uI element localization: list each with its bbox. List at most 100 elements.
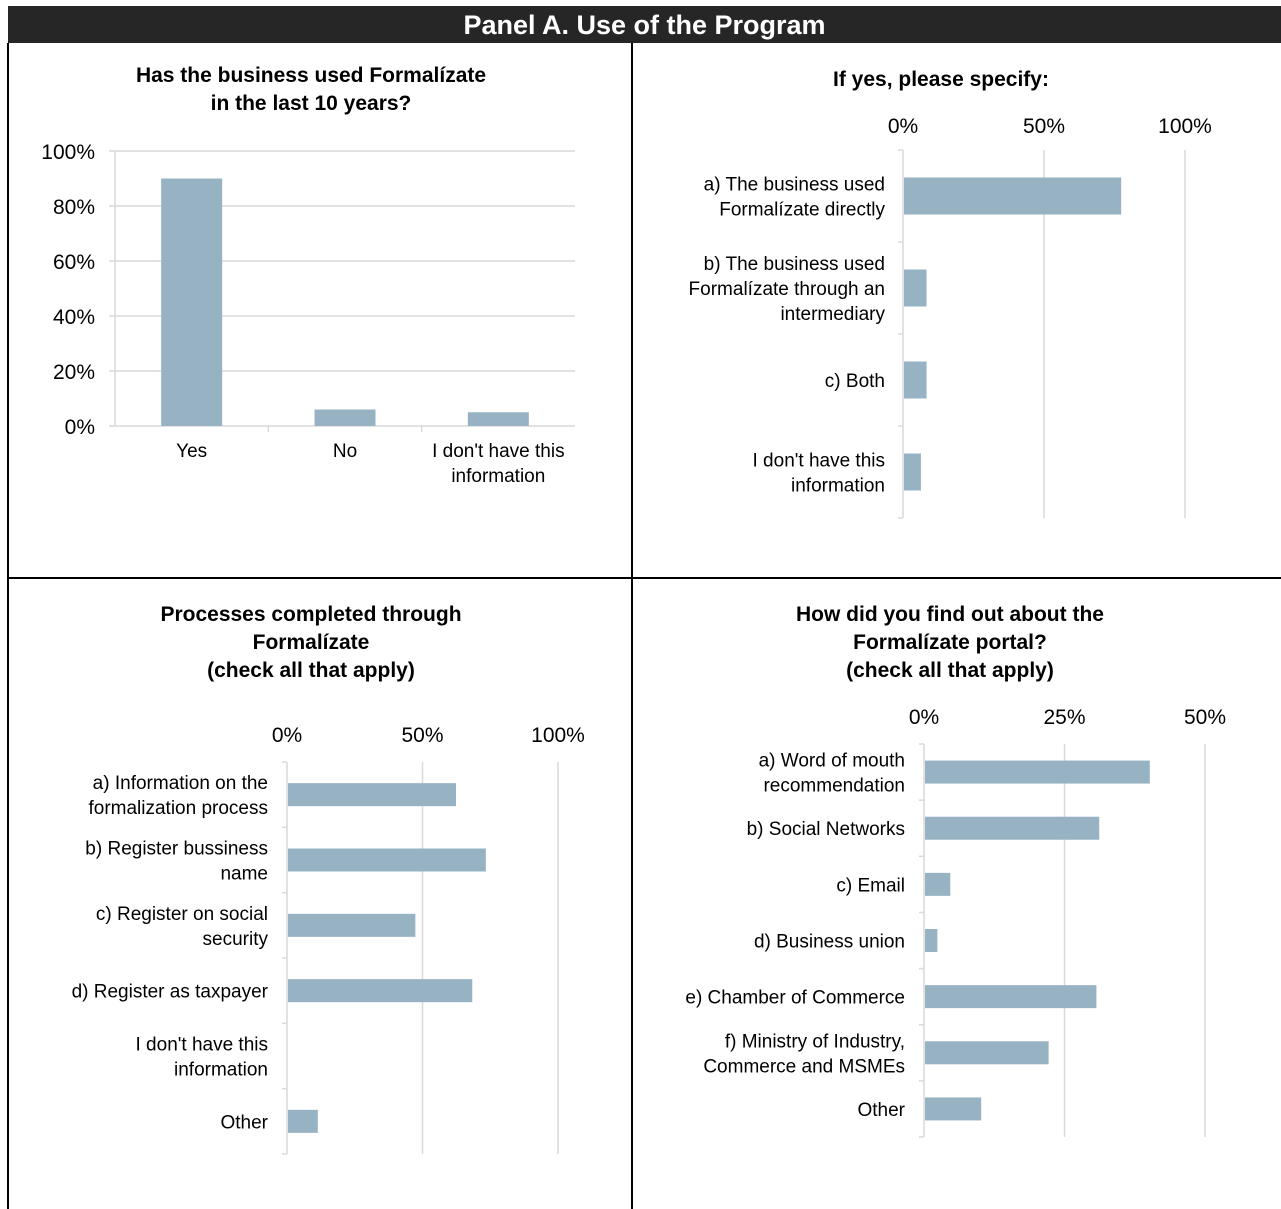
processes-chart-title-line: Formalízate — [253, 631, 370, 654]
processes-bar — [288, 1109, 318, 1133]
specify-category-label: c) Both — [825, 371, 885, 392]
processes-chart-title: Processes completed through Formalízate (c… — [160, 603, 461, 682]
findout-category-label: f) Ministry of Industry, Commerce and MSM… — [703, 1031, 905, 1077]
used-y-tick-label: 40% — [53, 306, 95, 329]
specify-x-tick-label: 100% — [1158, 115, 1212, 138]
frame-left-border — [7, 43, 9, 1209]
used-bar — [314, 409, 376, 426]
used-y-tick-label: 80% — [53, 196, 95, 219]
processes-category-label: c) Register on social security — [96, 904, 269, 950]
findout-x-tick-label: 0% — [909, 706, 939, 729]
used-y-tick-label: 100% — [41, 141, 95, 164]
used-category-label: No — [333, 441, 357, 462]
findout-chart-title-line: Formalízate portal? — [853, 631, 1047, 654]
processes-category-label: Other — [220, 1112, 268, 1133]
findout-bar — [925, 1097, 982, 1121]
processes-category-label-line: formalization process — [88, 798, 268, 819]
findout-category-label-line: c) Email — [836, 875, 905, 896]
findout-chart-title-line: How did you find out about the — [796, 603, 1104, 626]
used-y-tick-label: 0% — [65, 416, 95, 439]
findout-x-tick-label: 50% — [1184, 706, 1226, 729]
processes-category-label: I don't have this information — [136, 1035, 269, 1081]
findout-category-label-line: Other — [857, 1100, 905, 1121]
findout-category-label-line: Commerce and MSMEs — [703, 1056, 905, 1077]
specify-category-label-line: I don't have this — [753, 451, 886, 472]
specify-bar — [904, 453, 921, 491]
panel-title: Panel A. Use of the Program — [8, 6, 1281, 43]
processes-category-label: d) Register as taxpayer — [72, 982, 269, 1003]
processes-category-label-line: Other — [220, 1112, 268, 1133]
processes-category-label: a) Information on the formalization proce… — [88, 773, 268, 819]
specify-category-label-line: b) The business used — [704, 254, 885, 275]
specify-chart-title-line: If yes, please specify: — [833, 68, 1049, 91]
used-category-label: I don't have this information — [432, 441, 565, 487]
processes-category-label-line: name — [220, 864, 268, 885]
processes-chart-title-line: (check all that apply) — [207, 659, 415, 682]
findout-category-label-line: e) Chamber of Commerce — [685, 988, 905, 1009]
findout-category-label: c) Email — [836, 875, 905, 896]
specify-bar — [904, 361, 927, 399]
specify-category-label-line: intermediary — [780, 304, 885, 325]
processes-category-label-line: a) Information on the — [93, 773, 268, 794]
specify-category-label: a) The business used Formalízate directly — [704, 175, 886, 221]
findout-category-label-line: a) Word of mouth — [759, 751, 905, 772]
findout-category-label-line: b) Social Networks — [747, 819, 905, 840]
used-y-tick-label: 20% — [53, 361, 95, 384]
findout-bar — [925, 872, 951, 896]
used-chart-title-line: Has the business used Formalízate — [136, 64, 486, 87]
used-category-label-line: Yes — [176, 441, 207, 462]
specify-chart-title: If yes, please specify: — [833, 68, 1049, 91]
specify-bar — [904, 269, 927, 307]
processes-category-label-line: d) Register as taxpayer — [72, 982, 269, 1003]
findout-category-label: b) Social Networks — [747, 819, 905, 840]
findout-bar — [925, 929, 938, 952]
used-category-label-line: information — [451, 466, 545, 487]
frame-horizontal-divider — [7, 577, 1281, 579]
used-bar — [161, 178, 223, 426]
findout-chart-title: How did you find out about the Formalízat… — [796, 603, 1104, 682]
specify-category-label-line: Formalízate directly — [719, 200, 885, 221]
used-bar — [467, 412, 529, 426]
processes-x-tick-label: 0% — [272, 724, 302, 747]
findout-category-label-line: f) Ministry of Industry, — [725, 1031, 905, 1052]
findout-bar — [925, 816, 1100, 840]
processes-x-tick-label: 100% — [531, 724, 585, 747]
findout-category-label: Other — [857, 1100, 905, 1121]
specify-category-label-line: a) The business used — [704, 175, 885, 196]
processes-category-label-line: security — [203, 929, 269, 950]
specify-x-tick-label: 0% — [888, 115, 918, 138]
findout-chart-title-line: (check all that apply) — [846, 659, 1054, 682]
processes-category-label: b) Register bussiness name — [85, 839, 268, 885]
used-y-tick-label: 60% — [53, 251, 95, 274]
processes-bar — [288, 979, 473, 1003]
used-chart-title-line: in the last 10 years? — [211, 92, 412, 115]
specify-category-label: I don't have this information — [753, 451, 886, 497]
findout-x-tick-label: 25% — [1043, 706, 1085, 729]
specify-category-label: b) The business used Formalízate through … — [689, 254, 886, 325]
findout-category-label: a) Word of mouth recommendation — [759, 751, 905, 797]
processes-x-tick-label: 50% — [401, 724, 443, 747]
specify-x-tick-label: 50% — [1023, 115, 1065, 138]
processes-category-label-line: I don't have this — [136, 1035, 269, 1056]
used-category-label: Yes — [176, 441, 207, 462]
processes-bar — [288, 913, 416, 937]
specify-bar — [904, 177, 1122, 215]
findout-category-label-line: d) Business union — [754, 932, 905, 953]
processes-category-label-line: b) Register bussiness — [85, 839, 268, 860]
processes-category-label-line: information — [174, 1060, 268, 1081]
processes-bar — [288, 848, 486, 872]
used-category-label-line: I don't have this — [432, 441, 565, 462]
used-chart-title: Has the business used Formalízate in the … — [136, 64, 486, 115]
specify-category-label-line: c) Both — [825, 371, 885, 392]
processes-chart-title-line: Processes completed through — [160, 603, 461, 626]
findout-bar — [925, 760, 1150, 784]
findout-bar — [925, 1041, 1049, 1065]
processes-bar — [288, 783, 457, 807]
findout-category-label-line: recommendation — [763, 776, 905, 797]
used-category-label-line: No — [333, 441, 357, 462]
processes-category-label-line: c) Register on social — [96, 904, 268, 925]
specify-category-label-line: Formalízate through an — [689, 279, 885, 300]
findout-bar — [925, 985, 1097, 1009]
frame-vertical-divider — [631, 43, 633, 1209]
